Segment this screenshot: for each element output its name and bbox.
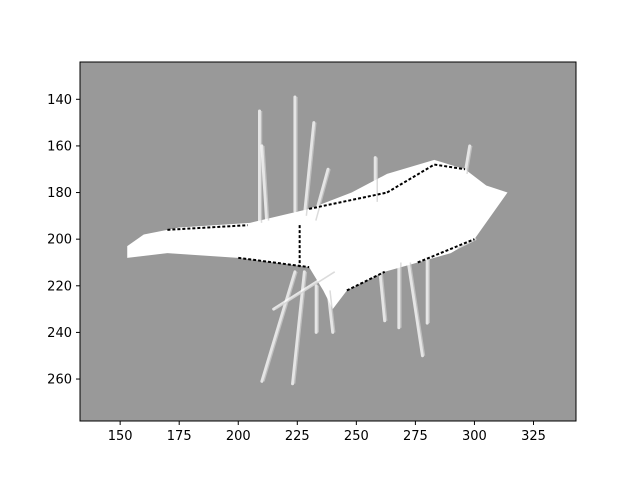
occupied-boundary — [386, 163, 435, 194]
ray-streak — [312, 167, 330, 223]
y-tick-label: 200 — [47, 233, 72, 248]
x-tick-label: 175 — [167, 429, 192, 444]
x-tick-label: 300 — [462, 429, 487, 444]
occupied-boundary — [434, 163, 466, 171]
y-tick-label: 180 — [47, 186, 72, 201]
occupied-boundary — [417, 238, 475, 264]
x-tick-label: 150 — [108, 429, 133, 444]
y-tick-label: 240 — [47, 326, 72, 341]
ray-streak-shadow — [315, 169, 331, 221]
x-tick-label: 275 — [403, 429, 428, 444]
ray-streak-shadow — [275, 271, 336, 310]
ray-streak — [326, 288, 335, 334]
x-tick-label: 250 — [344, 429, 369, 444]
occupied-boundary — [308, 191, 388, 210]
x-tick-label: 200 — [226, 429, 251, 444]
ray-streak-shadow — [263, 145, 270, 221]
ray-streak — [272, 270, 335, 311]
map-layer — [127, 95, 508, 386]
ray-streak — [406, 260, 424, 358]
y-tick-label: 220 — [47, 279, 72, 294]
free-space-region — [127, 159, 508, 310]
x-tick-label: 225 — [285, 429, 310, 444]
y-tick-label: 260 — [47, 373, 72, 388]
ray-streak — [378, 270, 387, 323]
plot-frame — [79, 61, 577, 422]
occupied-boundary — [346, 270, 386, 292]
ray-streak-shadow — [409, 262, 426, 356]
y-tick-label: 140 — [47, 93, 72, 108]
occupied-boundary — [238, 256, 310, 269]
ray-streak-shadow — [381, 271, 388, 321]
ray-streak — [260, 144, 269, 223]
ray-streak-shadow — [329, 290, 336, 333]
y-axis: 140 160 180 200 220 240 260 — [47, 93, 80, 388]
x-tick-label: 325 — [521, 429, 546, 444]
ray-streak-shadow — [457, 238, 477, 250]
ray-streak-shadow — [466, 145, 473, 175]
ray-streak — [260, 270, 297, 383]
ray-streak-shadow — [305, 122, 317, 216]
y-tick-label: 160 — [47, 139, 72, 154]
x-axis: 150 175 200 225 250 275 300 325 — [108, 421, 546, 444]
ray-streak — [463, 144, 472, 176]
ray-streak-shadow — [263, 271, 298, 382]
ray-streak — [302, 121, 316, 218]
occupied-boundary — [167, 224, 248, 231]
